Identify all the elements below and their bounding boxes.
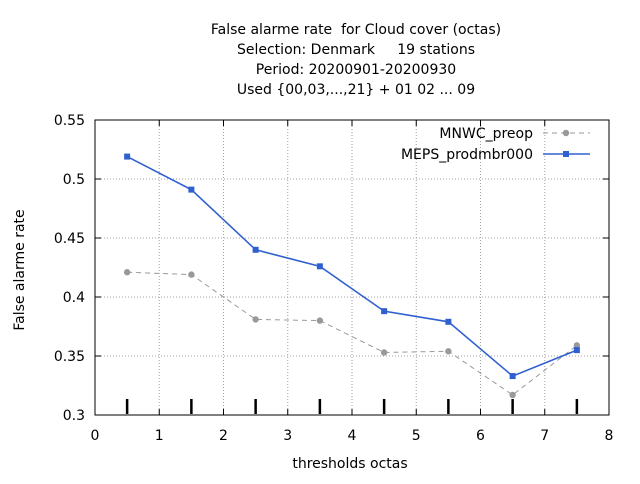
legend-label-MNWC_preop: MNWC_preop: [439, 126, 533, 142]
point-MNWC_preop: [188, 271, 195, 278]
x-tick-label: 3: [283, 428, 292, 444]
x-tick-label: 2: [219, 428, 228, 444]
x-axis-ticks: 0 1 2 3 4 5 6 7 8: [91, 120, 614, 444]
point-MEPS_prodmbr000: [381, 308, 388, 315]
x-tick-label: 6: [476, 428, 485, 444]
series-line-MNWC_preop: [127, 271, 578, 396]
legend-marker-MEPS_prodmbr000: [563, 151, 569, 157]
threshold-markers: [125, 399, 579, 414]
x-axis-title: thresholds octas: [292, 456, 408, 472]
point-MEPS_prodmbr000: [445, 318, 452, 325]
x-tick-label: 0: [91, 428, 100, 444]
point-MEPS_prodmbr000: [252, 246, 259, 253]
point-MNWC_preop: [316, 317, 324, 324]
point-MEPS_prodmbr000: [573, 347, 580, 354]
grid: [95, 120, 609, 415]
chart-title-line-1: False alarme rate for Cloud cover (octas…: [210, 22, 502, 38]
legend-marker-MNWC_preop: [562, 129, 570, 137]
point-MEPS_prodmbr000: [316, 263, 323, 270]
point-MEPS_prodmbr000: [124, 153, 131, 160]
point-MNWC_preop: [380, 349, 388, 356]
y-axis-title: False alarme rate: [12, 209, 28, 331]
legend: MNWC_preop MEPS_prodmbr000: [401, 126, 590, 163]
x-tick-label: 7: [540, 428, 549, 444]
point-MNWC_preop: [573, 342, 581, 349]
point-MEPS_prodmbr000: [188, 186, 195, 193]
chart-title-line-4: Used {00,03,...,21} + 01 02 ... 09: [236, 82, 476, 98]
chart-title-line-2: Selection: Denmark 19 stations: [236, 42, 476, 58]
point-MNWC_preop: [123, 269, 131, 276]
y-tick-label: 0.3: [63, 408, 85, 424]
x-tick-label: 8: [605, 428, 614, 444]
y-tick-label: 0.4: [63, 290, 85, 306]
x-tick-label: 1: [155, 428, 164, 444]
y-axis-ticks: 0.3 0.35 0.4 0.45 0.5 0.55: [54, 113, 609, 424]
x-tick-label: 4: [348, 428, 357, 444]
point-MNWC_preop: [252, 316, 259, 323]
point-MEPS_prodmbr000: [509, 373, 516, 380]
y-tick-label: 0.5: [63, 172, 85, 188]
point-MNWC_preop: [445, 348, 452, 355]
legend-label-MEPS_prodmbr000: MEPS_prodmbr000: [401, 147, 533, 163]
chart-title-line-3: Period: 20200901-20200930: [255, 62, 457, 78]
point-MNWC_preop: [509, 391, 516, 399]
y-tick-label: 0.45: [54, 231, 85, 247]
series-group: [123, 153, 581, 399]
x-tick-label: 5: [412, 428, 421, 444]
y-tick-label: 0.35: [54, 349, 85, 365]
series-line-MEPS_prodmbr000: [126, 155, 578, 377]
y-tick-label: 0.55: [54, 113, 85, 129]
